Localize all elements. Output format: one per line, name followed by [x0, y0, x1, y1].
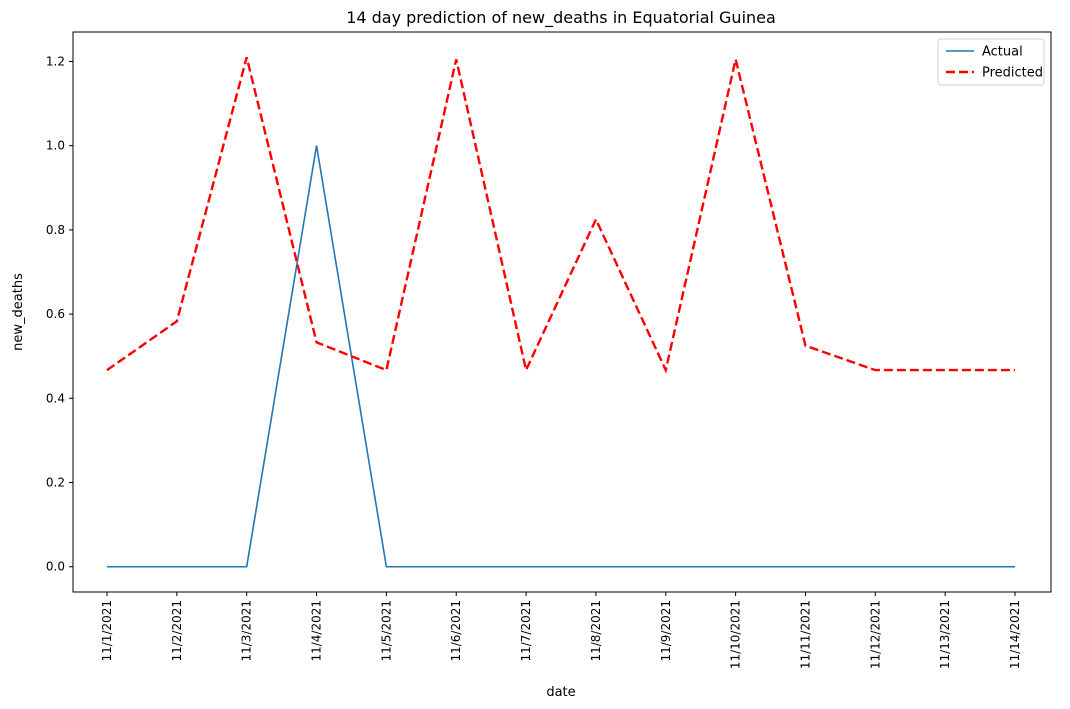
- x-tick-label: 11/9/2021: [659, 600, 673, 662]
- x-tick-label: 11/1/2021: [100, 600, 114, 662]
- y-tick-label: 0.4: [46, 391, 65, 405]
- legend-label-actual: Actual: [982, 45, 1023, 60]
- legend-label-predicted: Predicted: [982, 66, 1043, 81]
- legend: Actual Predicted: [937, 38, 1045, 86]
- y-tick-label: 0.8: [46, 223, 65, 237]
- x-axis-label: date: [546, 685, 575, 700]
- series-line-actual: [107, 145, 1015, 568]
- x-tick-label: 11/4/2021: [310, 600, 324, 662]
- x-tick-label: 11/8/2021: [589, 600, 603, 662]
- x-tick-label: 11/12/2021: [868, 600, 882, 669]
- x-tick-label: 11/6/2021: [449, 600, 463, 662]
- chart-title: 14 day prediction of new_deaths in Equat…: [346, 8, 776, 28]
- y-tick-label: 0.6: [46, 307, 65, 321]
- y-tick-label: 0.2: [46, 476, 65, 490]
- x-tick-label: 11/3/2021: [240, 600, 254, 662]
- y-axis-label: new_deaths: [11, 273, 26, 351]
- y-tick-label: 1.2: [46, 54, 65, 68]
- x-tick-label: 11/11/2021: [798, 600, 812, 669]
- x-tick-label: 11/10/2021: [729, 600, 743, 669]
- plot-area: 0.0 0.2 0.4 0.6 0.8 1.0 1.2 11/1/2021 11/2/2021 1…: [46, 31, 1052, 669]
- series-line-predicted: [106, 56, 1015, 374]
- x-tick-label: 11/7/2021: [519, 600, 533, 662]
- y-tick-label: 0.0: [46, 560, 65, 574]
- x-tick-label: 11/5/2021: [379, 600, 393, 662]
- x-tick-label: 11/14/2021: [1008, 600, 1022, 669]
- axes-frame: [72, 31, 1052, 593]
- x-tick-label: 11/13/2021: [938, 600, 952, 669]
- x-tick-label: 11/2/2021: [170, 600, 184, 662]
- y-tick-label: 1.0: [46, 139, 65, 153]
